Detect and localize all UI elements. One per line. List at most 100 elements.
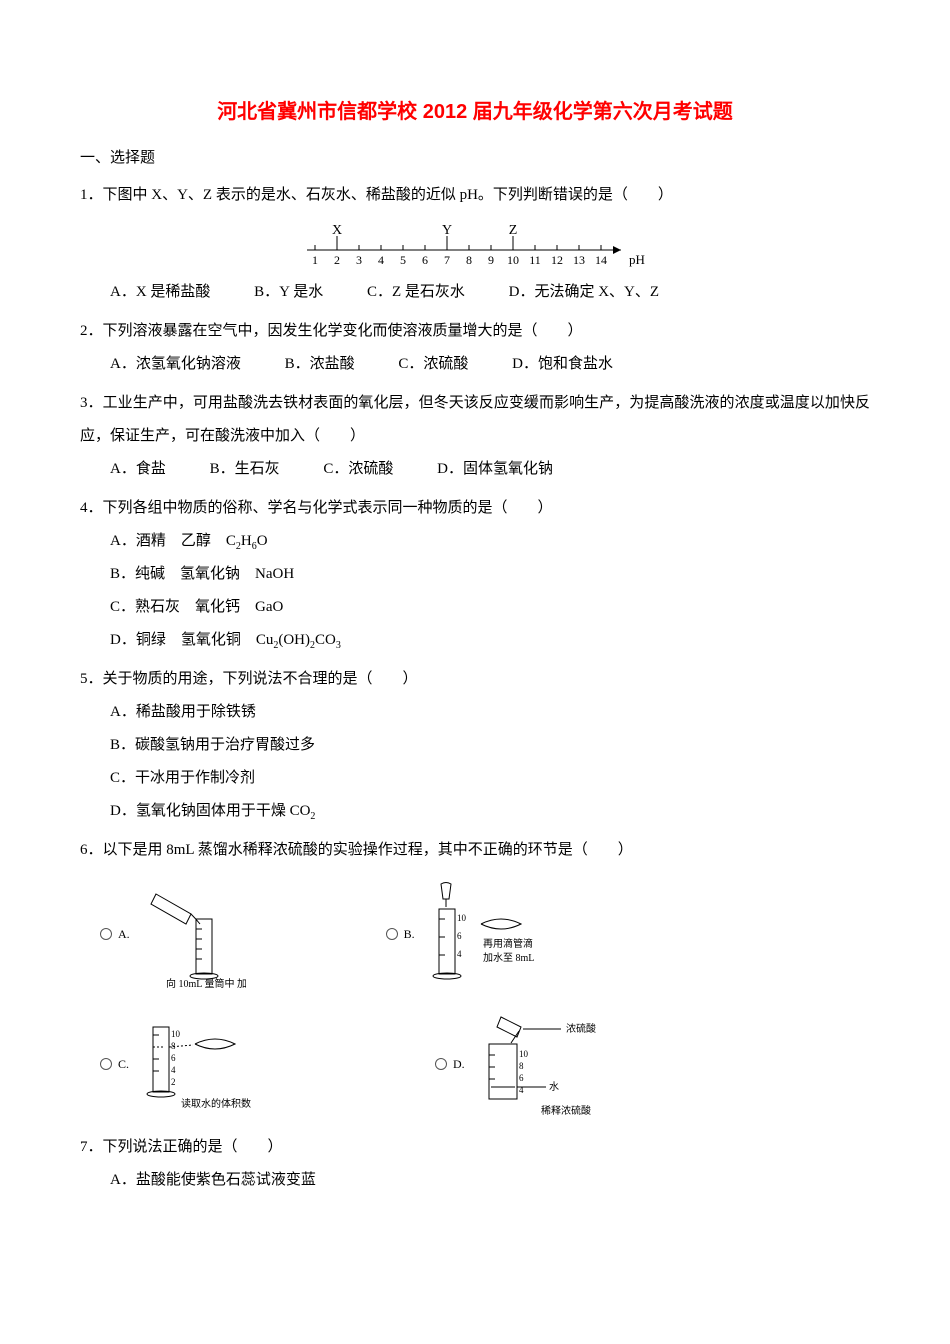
q6-img-d: D. 10 8 6 4 浓硫酸 水 稀释浓硫酸 — [435, 1009, 641, 1119]
q4-opt-d: D．铜绿 氢氧化铜 Cu2(OH)2CO3 — [110, 624, 870, 657]
cylinder-read-icon: 10 8 6 4 2 读取水的体积数 — [135, 1019, 295, 1109]
q5d-pre: D．氢氧化钠固体用于干燥 CO — [110, 803, 310, 819]
q7-stem: 7．下列说法正确的是（ ） — [80, 1131, 870, 1164]
q6b-cap2: 加水至 8mL — [483, 952, 534, 964]
ph-scale-diagram: 1234567891011121314XYZpH — [295, 220, 655, 268]
svg-text:5: 5 — [400, 253, 406, 267]
q6d-cap2: 水 — [549, 1081, 559, 1093]
svg-text:7: 7 — [444, 253, 450, 267]
svg-text:4: 4 — [378, 253, 384, 267]
svg-text:10: 10 — [507, 253, 519, 267]
q2-options: A．浓氢氧化钠溶液 B．浓盐酸 C．浓硫酸 D．饱和食盐水 — [80, 348, 870, 381]
svg-text:4: 4 — [457, 949, 462, 959]
q4a-post: O — [257, 533, 268, 549]
svg-text:3: 3 — [356, 253, 362, 267]
q1-options: A．X 是稀盐酸 B．Y 是水 C．Z 是石灰水 D．无法确定 X、Y、Z — [80, 276, 870, 309]
q1-opt-c: C．Z 是石灰水 — [367, 276, 465, 309]
question-5: 5．关于物质的用途，下列说法不合理的是（ ） A．稀盐酸用于除铁锈 B．碳酸氢钠… — [80, 663, 870, 828]
q3-opt-a: A．食盐 — [110, 453, 166, 486]
svg-text:8: 8 — [466, 253, 472, 267]
q5-stem: 5．关于物质的用途，下列说法不合理的是（ ） — [80, 663, 870, 696]
q4d-pre: D．铜绿 氢氧化铜 Cu — [110, 632, 273, 648]
q6c-label: C. — [118, 1051, 129, 1077]
svg-text:X: X — [332, 223, 342, 238]
q4d-mid1: (OH) — [278, 632, 310, 648]
question-1: 1．下图中 X、Y、Z 表示的是水、石灰水、稀盐酸的近似 pH。下列判断错误的是… — [80, 179, 870, 309]
page-title: 河北省冀州市信都学校 2012 届九年级化学第六次月考试题 — [80, 90, 870, 134]
q6d-cap1: 浓硫酸 — [566, 1022, 596, 1035]
q1-stem: 1．下图中 X、Y、Z 表示的是水、石灰水、稀盐酸的近似 pH。下列判断错误的是… — [80, 179, 870, 212]
q6a-label: A. — [118, 921, 130, 947]
q3-stem: 3．工业生产中，可用盐酸洗去铁材表面的氧化层，但冬天该反应变缓而影响生产，为提高… — [80, 387, 870, 453]
svg-text:12: 12 — [551, 253, 563, 267]
q7-options: A．盐酸能使紫色石蕊试液变蓝 — [80, 1164, 870, 1197]
q6-stem: 6．以下是用 8mL 蒸馏水稀释浓硫酸的实验操作过程，其中不正确的环节是（ ） — [80, 834, 870, 867]
beaker-pour-icon: 10 8 6 4 浓硫酸 水 稀释浓硫酸 — [471, 1009, 641, 1119]
svg-text:6: 6 — [457, 931, 462, 941]
svg-text:1: 1 — [312, 253, 318, 267]
svg-text:2: 2 — [334, 253, 340, 267]
question-6: 6．以下是用 8mL 蒸馏水稀释浓硫酸的实验操作过程，其中不正确的环节是（ ） … — [80, 834, 870, 1119]
q4a-pre: A．酒精 乙醇 C — [110, 533, 236, 549]
svg-text:2: 2 — [171, 1077, 176, 1087]
q6c-cap: 读取水的体积数 — [181, 1097, 251, 1109]
q1-opt-a: A．X 是稀盐酸 — [110, 276, 210, 309]
cylinder-pour-icon: 向 10mL 量筒中 加水接近 8mL — [136, 879, 246, 989]
svg-text:4: 4 — [171, 1065, 176, 1075]
q4-opt-b: B．纯碱 氢氧化钠 NaOH — [110, 558, 870, 591]
q5d-sub: 2 — [310, 811, 315, 822]
q3-opt-c: C．浓硫酸 — [323, 453, 393, 486]
q6-image-grid: A. 向 10mL 量筒中 加水接近 8mL B. 10 6 — [100, 879, 780, 1119]
q6b-cap1: 再用滴管滴 — [483, 937, 533, 950]
svg-text:8: 8 — [171, 1041, 176, 1051]
q5-opt-a: A．稀盐酸用于除铁锈 — [110, 696, 870, 729]
q1-opt-b: B．Y 是水 — [254, 276, 323, 309]
q5-options: A．稀盐酸用于除铁锈 B．碳酸氢钠用于治疗胃酸过多 C．干冰用于作制冷剂 D．氢… — [80, 696, 870, 828]
svg-text:13: 13 — [573, 253, 585, 267]
q5-opt-b: B．碳酸氢钠用于治疗胃酸过多 — [110, 729, 870, 762]
q6-img-a: A. 向 10mL 量筒中 加水接近 8mL — [100, 879, 246, 989]
cylinder-dropper-icon: 10 6 4 再用滴管滴 加水至 8mL — [421, 879, 571, 989]
q6b-label: B. — [404, 921, 415, 947]
q6-img-b: B. 10 6 4 再用滴管滴 加水至 8mL — [386, 879, 571, 989]
svg-text:10: 10 — [171, 1029, 181, 1039]
svg-text:pH: pH — [629, 252, 645, 267]
q2-opt-a: A．浓氢氧化钠溶液 — [110, 348, 241, 381]
q2-opt-b: B．浓盐酸 — [285, 348, 355, 381]
svg-text:10: 10 — [457, 913, 467, 923]
radio-icon — [435, 1058, 447, 1070]
q4d-sub3: 3 — [336, 640, 341, 651]
svg-text:6: 6 — [519, 1073, 524, 1083]
q1-opt-d: D．无法确定 X、Y、Z — [509, 276, 659, 309]
svg-text:Y: Y — [442, 223, 452, 238]
svg-text:6: 6 — [422, 253, 428, 267]
q4-options: A．酒精 乙醇 C2H6O B．纯碱 氢氧化钠 NaOH C．熟石灰 氧化钙 G… — [80, 525, 870, 657]
q6-img-c: C. 10 8 6 4 2 读取水的体积数 — [100, 1009, 295, 1119]
question-7: 7．下列说法正确的是（ ） A．盐酸能使紫色石蕊试液变蓝 — [80, 1131, 870, 1197]
svg-text:6: 6 — [171, 1053, 176, 1063]
q6d-label: D. — [453, 1051, 465, 1077]
q5-opt-d: D．氢氧化钠固体用于干燥 CO2 — [110, 795, 870, 828]
q3-opt-b: B．生石灰 — [210, 453, 280, 486]
q3-opt-d: D．固体氢氧化钠 — [437, 453, 553, 486]
section-heading: 一、选择题 — [80, 142, 870, 175]
q4-opt-a: A．酒精 乙醇 C2H6O — [110, 525, 870, 558]
svg-text:11: 11 — [529, 253, 541, 267]
radio-icon — [100, 1058, 112, 1070]
radio-icon — [386, 928, 398, 940]
svg-text:8: 8 — [519, 1061, 524, 1071]
q2-opt-c: C．浓硫酸 — [398, 348, 468, 381]
question-3: 3．工业生产中，可用盐酸洗去铁材表面的氧化层，但冬天该反应变缓而影响生产，为提高… — [80, 387, 870, 486]
svg-text:10: 10 — [519, 1049, 529, 1059]
q3-options: A．食盐 B．生石灰 C．浓硫酸 D．固体氢氧化钠 — [80, 453, 870, 486]
q4a-mid: H — [241, 533, 252, 549]
q2-opt-d: D．饱和食盐水 — [512, 348, 613, 381]
q4-stem: 4．下列各组中物质的俗称、学名与化学式表示同一种物质的是（ ） — [80, 492, 870, 525]
q2-stem: 2．下列溶液暴露在空气中，因发生化学变化而使溶液质量增大的是（ ） — [80, 315, 870, 348]
radio-icon — [100, 928, 112, 940]
q4d-mid2: CO — [315, 632, 336, 648]
svg-text:14: 14 — [595, 253, 607, 267]
question-4: 4．下列各组中物质的俗称、学名与化学式表示同一种物质的是（ ） A．酒精 乙醇 … — [80, 492, 870, 657]
q7-opt-a: A．盐酸能使紫色石蕊试液变蓝 — [110, 1164, 870, 1197]
question-2: 2．下列溶液暴露在空气中，因发生化学变化而使溶液质量增大的是（ ） A．浓氢氧化… — [80, 315, 870, 381]
